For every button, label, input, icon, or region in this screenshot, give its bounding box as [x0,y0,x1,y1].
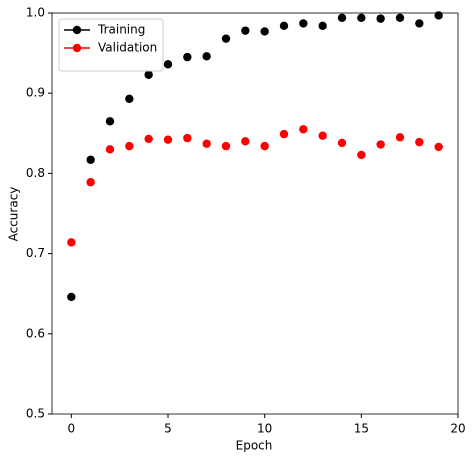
x-tick-label: 0 [68,422,76,436]
point [125,141,134,151]
y-tick-label: 0.9 [26,86,45,100]
point [260,141,269,151]
point [183,133,192,143]
point [202,52,211,61]
point [241,137,250,146]
point [260,27,269,36]
point [279,21,289,31]
point [105,145,115,154]
point [183,52,192,62]
y-tick-label: 0.6 [26,326,45,340]
point [337,13,347,23]
point [67,238,76,247]
point [86,178,95,187]
legend-label: Validation [98,41,157,55]
point [144,134,153,144]
legend-box [58,18,164,72]
y-tick-label: 1.0 [26,6,45,20]
point [241,26,250,35]
point [105,117,115,126]
point [221,34,231,43]
point [221,141,231,151]
x-tick-label: 5 [164,422,172,436]
point [376,14,385,23]
legend-label: Training [97,23,145,37]
point [434,142,443,152]
y-tick-label: 0.7 [26,246,45,260]
x-tick-label: 15 [354,422,369,436]
point [279,129,289,139]
point [415,19,424,28]
y-tick-label: 0.8 [26,166,45,180]
point [337,138,347,148]
point [395,13,405,23]
point [434,11,443,20]
y-axis-label: Accuracy [7,187,21,242]
point [86,155,95,164]
point [144,70,153,79]
point [415,137,424,147]
x-tick-label: 10 [257,422,272,436]
plot-frame [51,12,459,415]
point [163,135,173,144]
point [357,13,366,23]
y-tick-label: 0.5 [26,407,45,421]
x-tick-label: 20 [450,422,465,436]
point [376,140,385,149]
x-axis-label: Epoch [236,439,273,453]
point [299,125,308,134]
point [318,21,327,31]
legend-marker [72,43,82,53]
point [357,150,366,160]
point [395,133,405,142]
point [318,131,327,140]
point [125,94,134,104]
point [163,60,173,69]
point [67,292,76,302]
point [299,19,308,28]
legend-marker [72,25,82,35]
point [202,139,211,148]
